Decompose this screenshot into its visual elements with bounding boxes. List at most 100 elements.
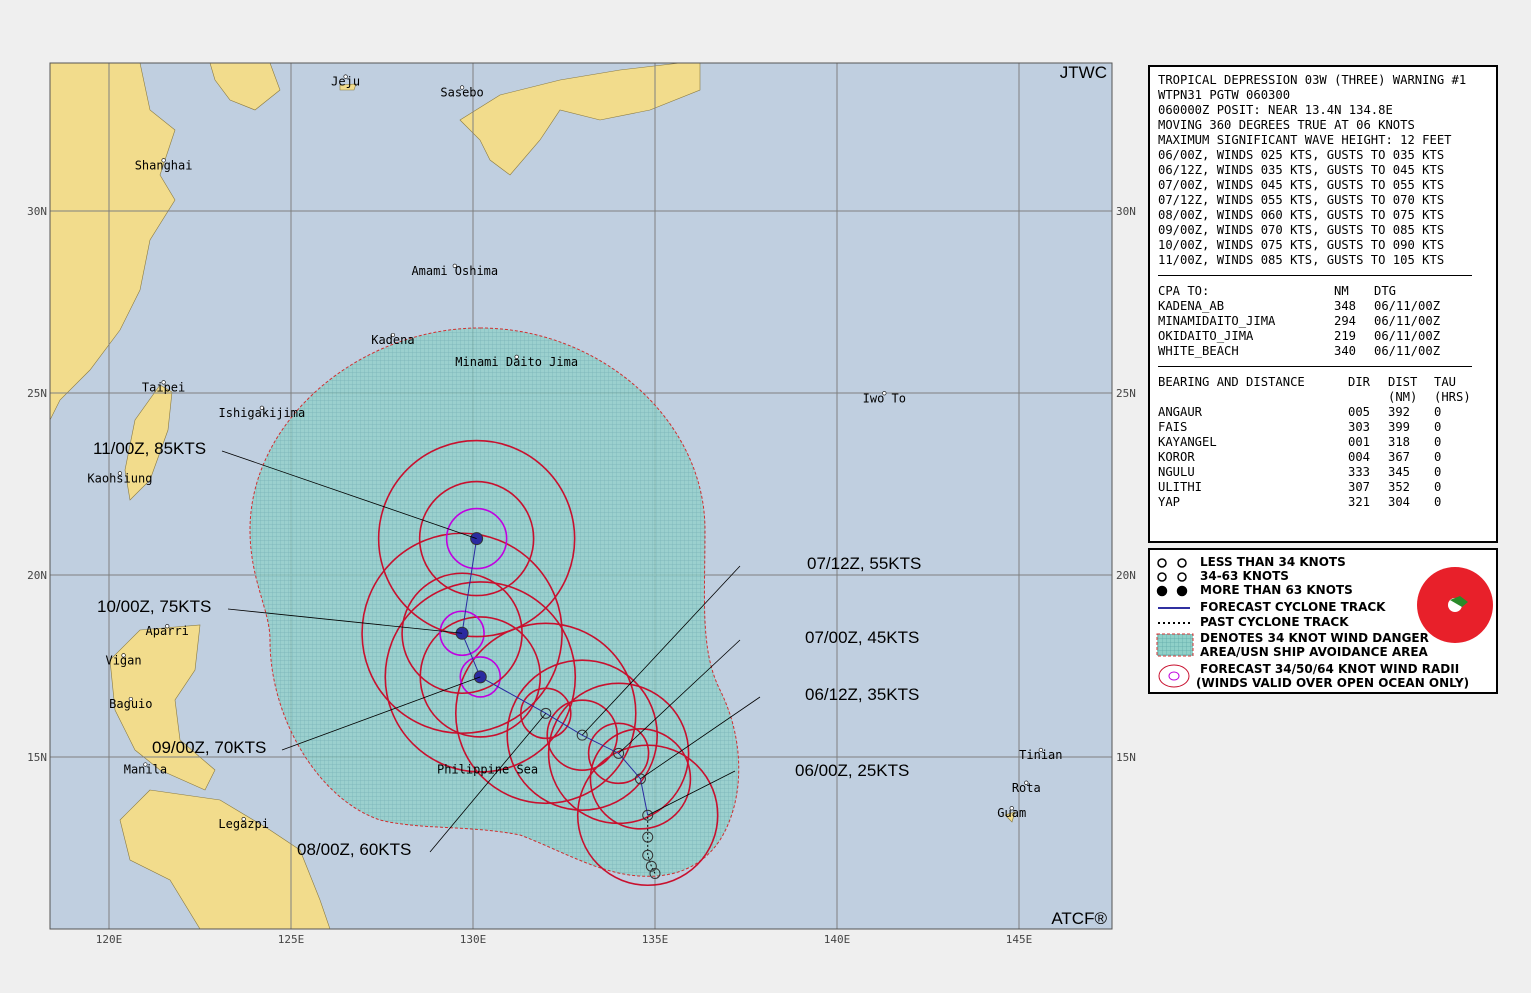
table-cell: 352	[1388, 480, 1411, 494]
legend-34-63: 34-63 KNOTS	[1200, 569, 1289, 583]
table-cell: 004	[1348, 450, 1371, 464]
place-label: Baguio	[109, 697, 152, 711]
table-cell: (HRS)	[1434, 390, 1471, 404]
table-cell: YAP	[1158, 495, 1181, 509]
cpa-table: CPA TO: NM DTG KADENA_AB 348 06/11/00Z MINAMID…	[1158, 284, 1488, 359]
forecast-track: 06/00Z, 25KTS 06/12Z, 35KTS 07/00Z, 45KTS 0…	[93, 439, 921, 879]
table-cell: 367	[1388, 450, 1411, 464]
table-cell: 06/11/00Z	[1374, 314, 1441, 328]
place-marker	[452, 263, 457, 268]
lat-tick-label: 15N	[1116, 751, 1136, 764]
table-cell: NM	[1334, 284, 1349, 298]
place-marker	[165, 624, 170, 629]
table-cell: 0	[1434, 405, 1442, 419]
kyushu-honshu	[459, 63, 701, 176]
place-label: Iwakuni	[528, 49, 579, 63]
past-position-marker	[645, 860, 657, 872]
legend-more-63: MORE THAN 63 KNOTS	[1200, 583, 1353, 597]
table-cell: 345	[1388, 465, 1411, 479]
place-label: Manila	[124, 763, 167, 777]
table-cell: ANGAUR	[1158, 405, 1203, 419]
luzon	[109, 624, 216, 791]
warning-line: 06/00Z, WINDS 025 KTS, GUSTS TO 035 KTS	[1158, 148, 1445, 162]
label-leader-line	[581, 565, 741, 736]
bearing-distance-table: BEARING AND DISTANCE DIR DIST TAU (NM) (HRS) A…	[1158, 375, 1488, 510]
place-marker	[121, 653, 126, 658]
table-cell: 06/11/00Z	[1374, 344, 1441, 358]
place-marker	[390, 332, 396, 338]
place-labels: Iwakuni Jeju Sasebo Shanghai Amami Oshima Kad…	[87, 49, 1062, 831]
forecast-label: 09/00Z, 70KTS	[152, 738, 266, 757]
legend-danger-1: DENOTES 34 KNOT WIND DANGER	[1200, 631, 1429, 645]
place-label: Taipei	[142, 380, 185, 394]
table-cell: CPA TO:	[1158, 284, 1210, 298]
philippines-south	[119, 789, 331, 929]
table-cell: 0	[1434, 435, 1442, 449]
place-label: Aparri	[146, 624, 189, 638]
place-label: Guam	[997, 806, 1026, 820]
label-leader-line	[221, 450, 477, 539]
table-cell: DIST	[1388, 375, 1418, 389]
legend-less-34: LESS THAN 34 KNOTS	[1200, 555, 1346, 569]
legend-radii-1: FORECAST 34/50/64 KNOT WIND RADII	[1200, 662, 1460, 676]
table-cell: KOROR	[1158, 450, 1195, 464]
wind-radii	[361, 439, 719, 887]
place-marker	[161, 158, 166, 163]
table-cell: ULITHI	[1158, 480, 1203, 494]
warning-line: 07/12Z, WINDS 055 KTS, GUSTS TO 070 KTS	[1158, 193, 1445, 207]
lon-tick-label: 140E	[824, 933, 851, 946]
forecast-position-marker	[613, 747, 625, 759]
wind-radius-34	[589, 728, 692, 830]
forecast-label: 08/00Z, 60KTS	[297, 840, 411, 859]
warning-lines: TROPICAL DEPRESSION 03W (THREE) WARNING …	[1158, 73, 1488, 268]
label-leader-line	[429, 713, 547, 853]
agency-label: JTWC	[1060, 63, 1107, 82]
past-position-marker	[649, 867, 661, 879]
label-leader-line	[647, 770, 736, 816]
table-cell: NGULU	[1158, 465, 1195, 479]
lat-tick-label: 15N	[27, 751, 47, 764]
table-cell: 318	[1388, 435, 1411, 449]
warning-line: 060000Z POSIT: NEAR 13.4N 134.8E	[1158, 103, 1393, 117]
taiwan	[124, 384, 173, 501]
table-cell: 294	[1334, 314, 1357, 328]
label-leader-line	[640, 696, 761, 780]
warning-line: TROPICAL DEPRESSION 03W (THREE) WARNING …	[1158, 73, 1467, 87]
place-label: Sasebo	[440, 86, 483, 100]
china-coast	[50, 63, 176, 421]
past-position-marker	[642, 831, 654, 843]
place-marker	[117, 471, 123, 476]
table-cell: 321	[1348, 495, 1371, 509]
past-position-marker	[642, 849, 654, 861]
table-cell: 304	[1388, 495, 1411, 509]
axis-ticks: 120E 125E 130E 135E 140E 145E 30N 30N 25N 25N 20N 2…	[27, 205, 1136, 946]
table-cell: BEARING AND DISTANCE	[1158, 375, 1305, 389]
warning-line: 08/00Z, WINDS 060 KTS, GUSTS TO 075 KTS	[1158, 208, 1445, 222]
table-cell: TAU	[1434, 375, 1457, 389]
table-cell: DIR	[1348, 375, 1371, 389]
forecast-label: 10/00Z, 75KTS	[97, 597, 211, 616]
table-cell: KAYANGEL	[1158, 435, 1217, 449]
table-cell: MINAMIDAITO_JIMA	[1158, 314, 1276, 328]
lat-tick-label: 25N	[1116, 387, 1136, 400]
table-cell: 399	[1388, 420, 1411, 434]
table-cell: 0	[1434, 420, 1442, 434]
table-cell: 06/11/00Z	[1374, 329, 1441, 343]
forecast-track-line	[461, 538, 649, 816]
table-cell: KADENA_AB	[1158, 299, 1225, 313]
wind-radius-34	[454, 622, 637, 805]
wind-radii-icon	[1158, 664, 1190, 688]
forecast-label: 06/12Z, 35KTS	[805, 685, 919, 704]
place-marker	[1024, 780, 1029, 785]
place-marker	[551, 49, 555, 53]
lon-tick-label: 145E	[1006, 933, 1033, 946]
forecast-position-marker	[540, 707, 552, 719]
wind-radius-50	[401, 572, 523, 695]
place-marker	[1038, 747, 1043, 753]
place-marker	[259, 405, 264, 410]
legend-forecast-track: FORECAST CYCLONE TRACK	[1200, 600, 1386, 614]
divider	[1158, 366, 1472, 367]
wind-radius-50	[418, 480, 535, 597]
lon-tick-label: 125E	[278, 933, 305, 946]
map-frame	[49, 62, 1113, 930]
